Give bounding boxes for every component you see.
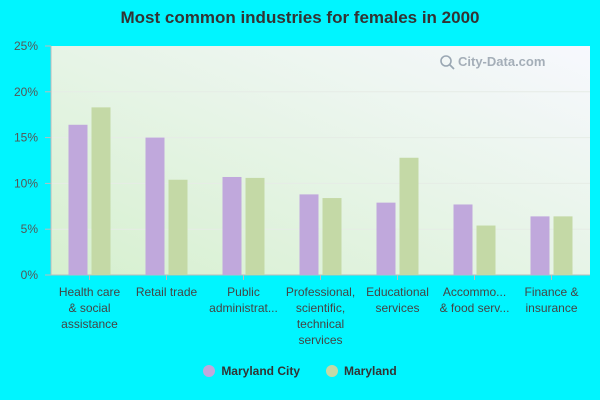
x-tick-label: Health care & social assistance xyxy=(59,285,121,331)
x-tick-label: Educational services xyxy=(366,285,429,315)
y-tick-label: 15% xyxy=(14,131,38,145)
bar-maryland-city xyxy=(222,176,242,275)
legend-label-maryland-city: Maryland City xyxy=(221,364,300,378)
x-tick-label: Retail trade xyxy=(136,285,198,299)
bar-maryland xyxy=(322,198,342,275)
legend-label-maryland: Maryland xyxy=(344,364,397,378)
bar-maryland xyxy=(168,179,188,275)
x-tick-label: Public administrat... xyxy=(209,285,278,315)
gridlines xyxy=(51,91,590,230)
legend: Maryland City Maryland xyxy=(0,364,600,378)
x-axis-ticks: Health care & social assistance Retail trad… xyxy=(59,275,579,347)
bar-maryland-city xyxy=(68,124,88,275)
bar-maryland-city xyxy=(376,202,396,275)
x-tick-label: Accommo... & food serv... xyxy=(440,285,510,315)
watermark: City-Data.com xyxy=(440,54,545,70)
watermark-text: City-Data.com xyxy=(458,54,545,69)
bar-maryland-city xyxy=(145,137,165,275)
legend-swatch-maryland xyxy=(326,365,338,377)
plot-background xyxy=(51,46,590,275)
legend-swatch-maryland-city xyxy=(203,365,216,377)
y-tick-label: 10% xyxy=(14,176,38,190)
bar-maryland-city xyxy=(530,216,550,275)
x-tick-label: Finance & insurance xyxy=(524,285,578,315)
x-tick-label: Professional, scientific, technical service… xyxy=(286,285,355,347)
bar-maryland xyxy=(476,225,496,275)
y-tick-label: 5% xyxy=(21,222,39,236)
y-tick-label: 0% xyxy=(21,268,39,282)
chart-title: Most common industries for females in 20… xyxy=(120,8,480,27)
magnifier-icon xyxy=(440,55,452,67)
bar-maryland xyxy=(245,177,265,275)
bar-maryland xyxy=(553,216,573,275)
y-tick-label: 25% xyxy=(14,39,38,53)
bar-maryland-city xyxy=(299,194,319,275)
legend-item-maryland: Maryland xyxy=(326,364,397,378)
bar-maryland xyxy=(399,157,419,275)
legend-item-maryland-city: Maryland City xyxy=(203,364,300,378)
bar-maryland xyxy=(91,107,111,275)
bars xyxy=(68,107,573,275)
bar-maryland-city xyxy=(453,204,473,275)
y-tick-label: 20% xyxy=(14,85,38,99)
